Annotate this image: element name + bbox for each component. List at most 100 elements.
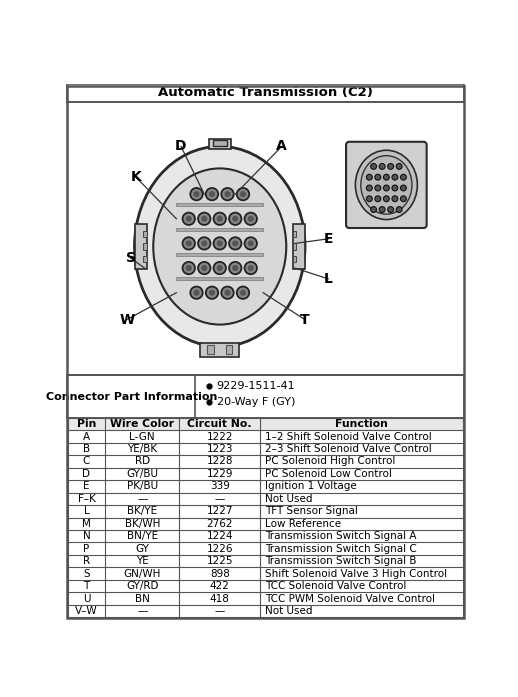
Text: D: D [82,469,91,479]
Circle shape [392,185,398,191]
Text: —: — [214,494,225,504]
Text: B: B [83,444,90,454]
Circle shape [213,262,226,274]
Bar [209,139,231,148]
Bar [207,345,213,354]
Bar [67,84,464,102]
Circle shape [232,265,238,271]
Circle shape [240,290,246,296]
Bar [68,518,463,530]
Bar [213,140,227,146]
Circle shape [366,174,372,180]
Text: Connector Part Information: Connector Part Information [47,392,218,401]
Text: 1228: 1228 [207,457,233,466]
Bar [143,243,147,250]
Circle shape [224,290,231,296]
Circle shape [383,185,390,191]
Text: W: W [119,313,134,327]
FancyBboxPatch shape [346,141,427,228]
Circle shape [182,237,195,250]
Text: 1227: 1227 [207,506,233,516]
Circle shape [229,262,241,274]
Text: 9229-1511-41: 9229-1511-41 [217,381,295,391]
Bar [68,592,463,605]
Text: S: S [126,251,136,265]
Text: Circuit No.: Circuit No. [188,419,252,429]
Circle shape [206,286,218,299]
Text: L-GN: L-GN [130,431,155,441]
Circle shape [375,185,381,191]
Circle shape [387,206,394,213]
Text: GY/BU: GY/BU [126,469,159,479]
Bar [68,530,463,542]
Circle shape [201,240,207,247]
Text: 898: 898 [210,569,229,579]
Bar [135,224,147,269]
Text: 1222: 1222 [207,431,233,441]
Text: N: N [82,531,90,542]
Text: GN/WH: GN/WH [124,569,161,579]
Ellipse shape [361,155,412,214]
Text: Transmission Switch Signal A: Transmission Switch Signal A [265,531,416,542]
Circle shape [221,286,234,299]
Circle shape [248,215,254,222]
Text: M: M [82,519,91,529]
Circle shape [379,164,385,169]
Bar [68,505,463,518]
Text: GY: GY [135,544,149,553]
Bar [68,555,463,567]
Text: PK/BU: PK/BU [127,482,158,491]
Circle shape [244,213,257,225]
Circle shape [217,215,223,222]
Circle shape [244,262,257,274]
Text: TCC Solenoid Valve Control: TCC Solenoid Valve Control [265,581,406,591]
Circle shape [383,196,390,201]
Circle shape [182,213,195,225]
Text: 1–2 Shift Solenoid Valve Control: 1–2 Shift Solenoid Valve Control [265,431,431,441]
Text: Function: Function [335,419,388,429]
Text: TFT Sensor Signal: TFT Sensor Signal [265,506,357,516]
Circle shape [379,206,385,213]
Text: Automatic Transmission (C2): Automatic Transmission (C2) [158,86,373,100]
Bar [68,542,463,555]
Text: —: — [137,494,148,504]
Text: 20-Way F (GY): 20-Way F (GY) [217,397,295,406]
Text: YE: YE [136,556,149,566]
Ellipse shape [135,146,305,346]
Text: Low Reference: Low Reference [265,519,341,529]
Bar [68,493,463,505]
Circle shape [206,188,218,200]
Circle shape [396,206,402,213]
Circle shape [201,265,207,271]
Circle shape [198,213,210,225]
Circle shape [248,265,254,271]
Circle shape [237,286,249,299]
Bar [293,224,305,269]
Circle shape [185,265,192,271]
Text: Ignition 1 Voltage: Ignition 1 Voltage [265,482,356,491]
Text: —: — [137,606,148,616]
Text: 2762: 2762 [207,519,233,529]
Text: 339: 339 [210,482,229,491]
Bar [143,231,147,237]
Circle shape [366,185,372,191]
Circle shape [400,174,406,180]
Circle shape [244,237,257,250]
Text: 1223: 1223 [207,444,233,454]
Text: F–K: F–K [78,494,95,504]
Bar [143,256,147,262]
Bar [68,580,463,592]
Circle shape [375,174,381,180]
Text: 2–3 Shift Solenoid Valve Control: 2–3 Shift Solenoid Valve Control [265,444,431,454]
Circle shape [237,188,249,200]
Text: E: E [83,482,90,491]
Circle shape [213,213,226,225]
Ellipse shape [355,151,418,220]
Circle shape [221,188,234,200]
Circle shape [190,286,203,299]
Text: S: S [83,569,90,579]
Text: —: — [214,606,225,616]
Text: A: A [277,139,287,153]
Text: PC Solenoid Low Control: PC Solenoid Low Control [265,469,392,479]
Text: BN/YE: BN/YE [127,531,158,542]
